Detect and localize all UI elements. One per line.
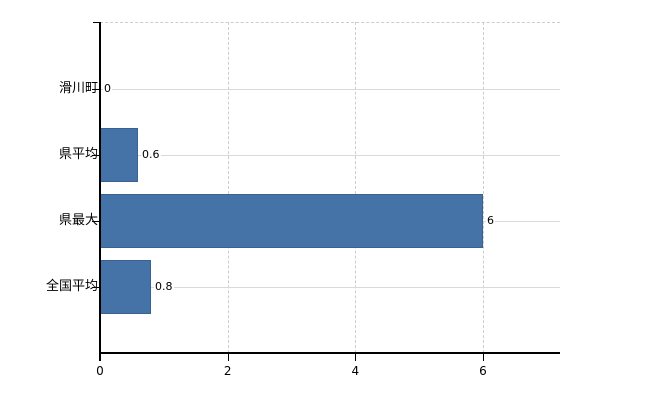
bar	[100, 194, 483, 248]
y-axis-end-tick	[93, 22, 100, 23]
bar-value-label: 6	[486, 214, 495, 227]
x-axis-tick-label: 6	[479, 364, 487, 378]
category-gridline	[100, 89, 560, 90]
x-axis-tick	[483, 353, 484, 361]
x-gridline	[483, 22, 484, 353]
x-axis-line	[100, 352, 560, 354]
category-label: 県平均	[58, 147, 98, 162]
y-axis-tick	[92, 221, 100, 222]
gridline-top	[100, 22, 560, 23]
y-axis-tick	[92, 155, 100, 156]
category-gridline	[100, 287, 560, 288]
x-gridline	[355, 22, 357, 353]
category-gridline	[100, 155, 560, 156]
x-axis-tick-label: 2	[223, 364, 232, 378]
x-gridline	[227, 22, 229, 353]
bar	[100, 128, 138, 182]
bar-value-label: 0	[103, 82, 112, 95]
category-label: 県最大	[58, 213, 98, 228]
y-axis-line	[99, 22, 101, 361]
category-label: 滑川町	[58, 81, 98, 96]
y-axis-tick	[92, 287, 100, 288]
category-label: 全国平均	[45, 279, 98, 294]
x-axis-tick	[355, 353, 357, 361]
bar	[100, 260, 151, 314]
x-axis-tick-label: 4	[351, 364, 360, 378]
bar-value-label: 0.6	[141, 148, 161, 161]
x-axis-tick-label: 0	[96, 364, 104, 378]
y-axis-tick	[92, 89, 100, 90]
bar-value-label: 0.8	[154, 280, 174, 293]
x-axis-tick	[227, 353, 229, 361]
